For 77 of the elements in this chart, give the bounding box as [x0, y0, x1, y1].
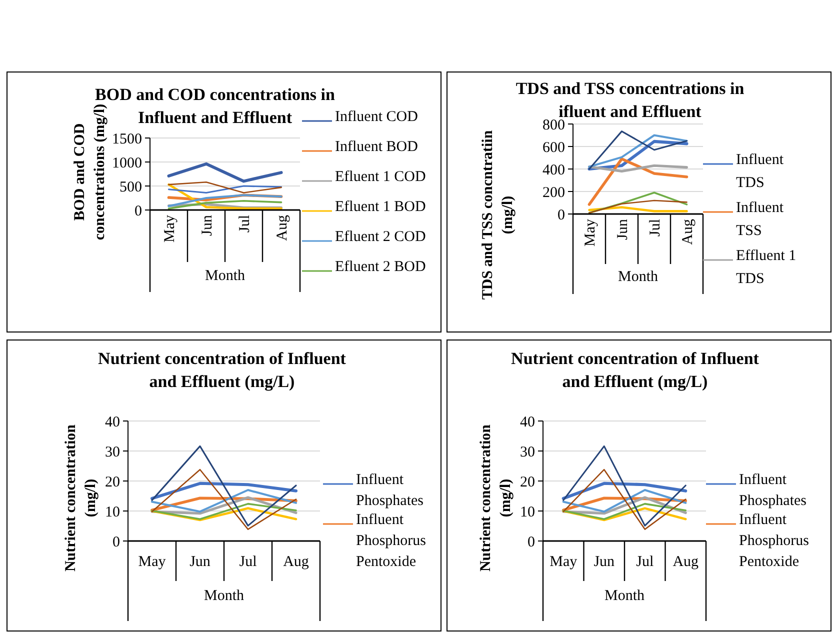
legend-label: Influent TSS [736, 200, 784, 239]
line-series [151, 468, 297, 530]
chart-title: Nutrient concentration of Influent and Effluent (mg/L) [98, 349, 346, 391]
y-tick-label: 30 [520, 444, 535, 460]
line-series [562, 507, 687, 522]
x-tick-label: Aug [680, 218, 696, 245]
y-tick-label: 200 [542, 184, 565, 201]
y-tick-label: 10 [105, 504, 120, 520]
y-tick-label: 1500 [112, 131, 142, 148]
line-series [562, 482, 688, 500]
line-series [151, 502, 297, 520]
y-tick-label: 0 [134, 203, 142, 220]
line-series [151, 445, 297, 526]
legend-label: Influent Phosphorus Pentoxide [356, 512, 426, 570]
line-series [150, 488, 298, 513]
y-tick-label: 0 [112, 534, 120, 550]
line-series [168, 182, 282, 194]
line-series [167, 162, 283, 183]
line-series [150, 482, 298, 500]
x-tick-label: Jun [190, 554, 211, 570]
x-tick-label: May [162, 214, 178, 242]
x-tick-label: May [550, 554, 578, 570]
y-tick-label: 20 [520, 474, 535, 490]
x-tick-label: Jun [200, 214, 216, 236]
x-tick-label: Jul [237, 215, 253, 233]
x-tick-label: May [582, 218, 598, 246]
x-tick-label: Jul [648, 219, 664, 237]
y-tick-label: 1000 [112, 155, 142, 172]
legend-label: Influent Phosphates [356, 472, 424, 509]
legend-label: Efluent 1 COD [335, 169, 426, 185]
legend-label: Efluent 2 BOD [335, 259, 426, 275]
x-tick-label: Aug [283, 554, 310, 570]
legend-label: Efluent 2 COD [335, 229, 426, 245]
x-tick-label: Aug [274, 214, 290, 241]
y-axis-title: Nutrient concentration (mg/l) [478, 424, 514, 572]
y-tick-label: 500 [120, 179, 142, 196]
y-tick-label: 0 [528, 534, 535, 550]
line-series [588, 192, 688, 214]
line-series [588, 157, 688, 206]
y-tick-label: 20 [105, 474, 120, 490]
y-tick-label: 40 [105, 414, 120, 430]
x-axis-title: Month [204, 268, 246, 284]
line-series [562, 502, 687, 520]
line-series [168, 200, 282, 210]
y-tick-label: 600 [542, 140, 565, 156]
x-tick-label: Jul [239, 554, 257, 570]
legend-label: Influent Phosphorus Pentoxide [739, 512, 810, 570]
legend-label: Influent TDS [736, 152, 784, 191]
y-axis-title: Nutrient concentration (mg/l) [63, 424, 99, 572]
y-tick-label: 400 [542, 162, 565, 178]
line-series [168, 194, 282, 208]
line-series [150, 507, 298, 522]
legend-label: Influent BOD [335, 139, 418, 155]
x-axis-title: Month [604, 588, 645, 604]
x-tick-label: May [138, 554, 166, 570]
x-tick-label: Jun [615, 218, 631, 240]
x-axis-title: Month [618, 269, 658, 285]
legend-label: Effluent 1 TDS [736, 248, 796, 287]
line-series [562, 468, 686, 530]
y-tick-label: 40 [520, 414, 535, 430]
y-axis-title: TDS and TSS concntratiin (mg/l) [480, 130, 516, 300]
line-series [562, 445, 686, 526]
x-tick-label: Jun [594, 554, 616, 570]
y-axis-title: BOD and COD concentrations (mg/l) [72, 104, 108, 240]
x-axis-title: Month [204, 588, 244, 604]
y-tick-label: 0 [558, 207, 565, 224]
legend-label: Influent Phosphates [739, 472, 807, 509]
legend-label: Influent COD [335, 109, 418, 125]
chart-title: Nutrient concentration of Influent and Effluent (mg/L) [511, 349, 760, 391]
legend-label: Efluent 1 BOD [335, 199, 426, 215]
x-tick-label: Jul [636, 554, 654, 570]
y-tick-label: 10 [520, 504, 535, 520]
line-series [588, 200, 688, 214]
y-tick-label: 30 [105, 444, 120, 460]
x-tick-label: Aug [672, 554, 700, 570]
line-series [562, 488, 687, 513]
line-series [168, 185, 282, 194]
